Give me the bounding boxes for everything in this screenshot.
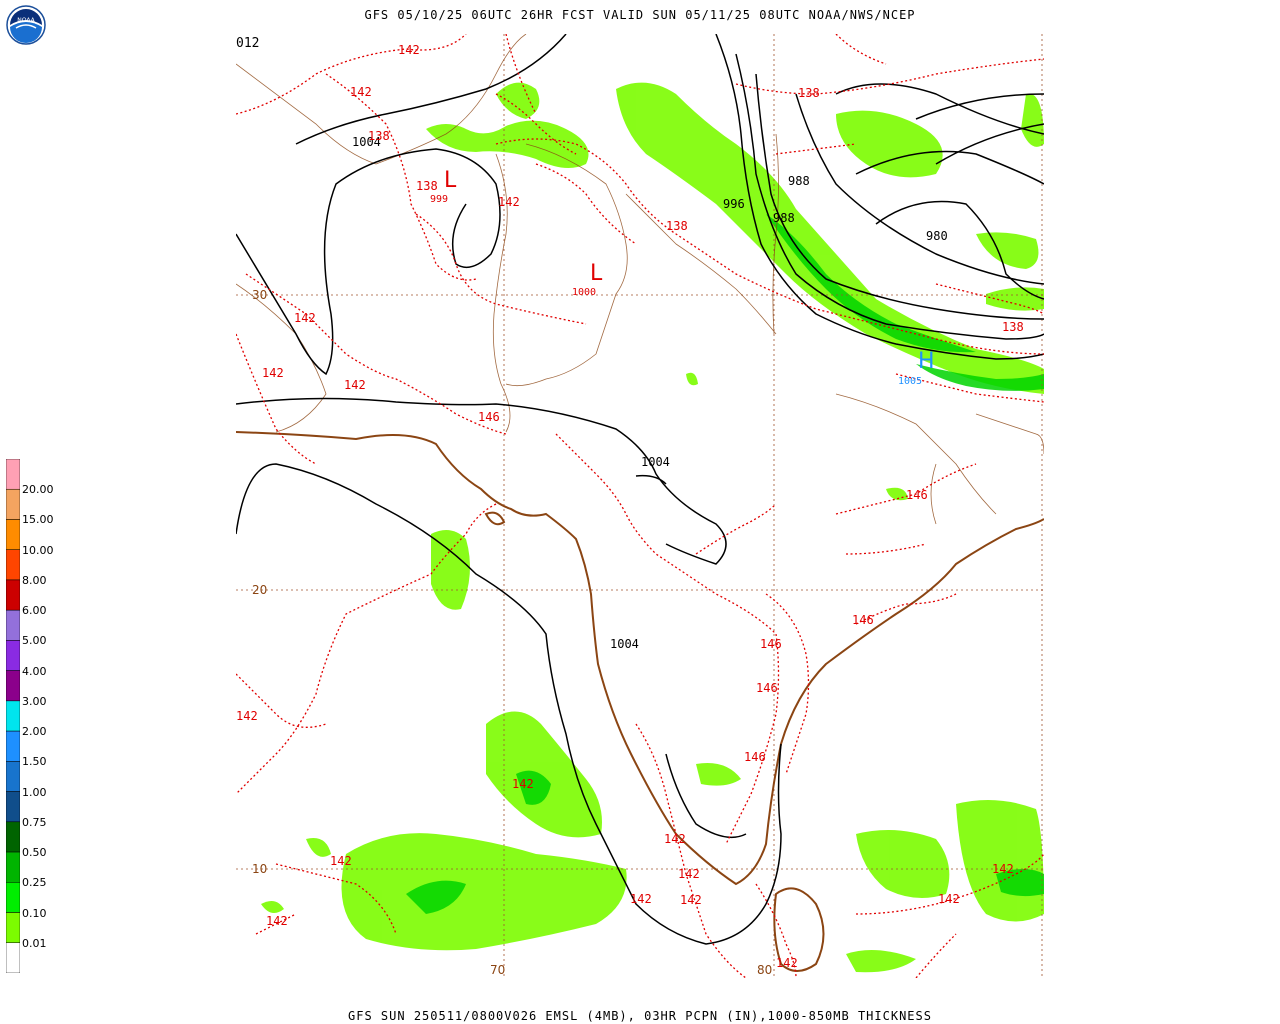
thickness-label: 142: [630, 892, 652, 906]
thickness-label: 146: [744, 750, 766, 764]
legend-color-swatch: [6, 459, 20, 490]
legend-label: 1.50: [22, 755, 47, 769]
pressure-label: 999: [430, 194, 448, 205]
legend-color-swatch: [6, 882, 20, 913]
legend-color-swatch: [6, 730, 20, 762]
thickness-label: 138: [666, 219, 688, 233]
lat-label: 20: [252, 583, 267, 597]
coastline: [236, 431, 1044, 972]
legend-label: 1.00: [22, 785, 47, 799]
chart-title: GFS 05/10/25 06UTC 26HR FCST VALID SUN 0…: [364, 8, 916, 22]
legend-label: 15.00: [22, 513, 54, 527]
lon-label: 70: [490, 963, 505, 977]
pressure-label: 996: [723, 197, 745, 211]
legend-color-swatch: [6, 549, 20, 581]
pressure-label: 1004: [352, 135, 381, 149]
thickness-label: 142: [398, 43, 420, 57]
legend-color-swatch: [6, 761, 20, 792]
thickness-label: 138: [1002, 320, 1024, 334]
thickness-label: 146: [478, 410, 500, 424]
legend-color-swatch: [6, 912, 20, 944]
low-high-markers: L L H: [444, 168, 935, 374]
thickness-label: 142: [678, 867, 700, 881]
thickness-label: 142: [498, 195, 520, 209]
thickness-labels: 142 142 138 138 142 138 142 142 142 146 …: [236, 43, 1024, 970]
legend-label: 0.25: [22, 876, 47, 890]
chart-footer-title: GFS SUN 250511/0800V026 EMSL (4MB), 03HR…: [348, 1009, 932, 1023]
thickness-label: 142: [262, 366, 284, 380]
legend-color-swatch: [6, 609, 20, 641]
legend-label: 20.00: [22, 483, 54, 497]
legend-color-swatch: [6, 700, 20, 732]
legend-label: 6.00: [22, 604, 47, 618]
legend-label: 10.00: [22, 543, 54, 557]
thickness-label: 142: [938, 892, 960, 906]
map-panel: 012 30 20 10 70 80 1004 999 1000 996 988…: [236, 34, 1044, 978]
pressure-label: 1000: [572, 287, 596, 298]
legend-label: 0.01: [22, 936, 47, 950]
low-pressure-marker: L: [590, 261, 603, 286]
legend-color-swatch: [6, 579, 20, 611]
thickness-label: 142: [330, 854, 352, 868]
pressure-label: 1004: [641, 455, 670, 469]
legend-label: 8.00: [22, 573, 47, 587]
thickness-label: 138: [416, 179, 438, 193]
precipitation-shading: [261, 82, 1044, 973]
thickness-label: 142: [512, 777, 534, 791]
thickness-label: 142: [344, 378, 366, 392]
legend-label: 4.00: [22, 664, 47, 678]
legend-label: 0.10: [22, 906, 47, 920]
lat-label: 30: [252, 288, 267, 302]
isobars: [236, 34, 1044, 945]
thickness-label: 138: [798, 86, 820, 100]
high-pressure-marker: H: [918, 349, 935, 374]
legend-label: 5.00: [22, 634, 47, 648]
thickness-label: 142: [236, 709, 258, 723]
thickness-label: 142: [776, 956, 798, 970]
thickness-label: 142: [680, 893, 702, 907]
thickness-label: 146: [906, 488, 928, 502]
latitude-labels: 30 20 10: [252, 288, 267, 876]
thickness-label: 146: [756, 681, 778, 695]
longitude-labels: 70 80: [490, 963, 772, 977]
thickness-label: 142: [664, 832, 686, 846]
pressure-label: 988: [788, 174, 810, 188]
legend-color-swatch: [6, 791, 20, 823]
low-pressure-marker: L: [444, 168, 457, 193]
legend-color-swatch: [6, 488, 20, 520]
thickness-label: 138: [368, 129, 390, 143]
thickness-label: 142: [350, 85, 372, 99]
thickness-label: 142: [266, 914, 288, 928]
pressure-label: 1004: [610, 637, 639, 651]
pressure-label: 988: [773, 211, 795, 225]
legend-color-swatch: [6, 851, 20, 883]
lat-label: 10: [252, 862, 267, 876]
thickness-contours: [236, 34, 1044, 978]
logo-text: NOAA: [17, 17, 35, 24]
map-corner-label: 012: [236, 36, 259, 51]
precipitation-heavy: [406, 214, 1044, 914]
pressure-label: 980: [926, 229, 948, 243]
lon-label: 80: [757, 963, 772, 977]
legend-color-swatch: [6, 942, 20, 973]
noaa-logo-icon: NOAA: [6, 5, 46, 45]
legend-color-swatch: [6, 640, 20, 671]
precipitation-legend: [6, 459, 20, 973]
thickness-label: 142: [992, 862, 1014, 876]
thickness-label: 142: [294, 311, 316, 325]
legend-label: 0.50: [22, 846, 47, 860]
pressure-labels: 1004 999 1000 996 988 988 980 1005 1004 …: [352, 135, 948, 651]
legend-label: 2.00: [22, 725, 47, 739]
legend-label: 0.75: [22, 815, 47, 829]
pressure-label: 1005: [898, 376, 922, 387]
thickness-label: 146: [852, 613, 874, 627]
thickness-label: 146: [760, 637, 782, 651]
legend-color-swatch: [6, 821, 20, 853]
legend-color-swatch: [6, 670, 20, 702]
legend-label: 3.00: [22, 694, 47, 708]
legend-color-swatch: [6, 519, 20, 550]
